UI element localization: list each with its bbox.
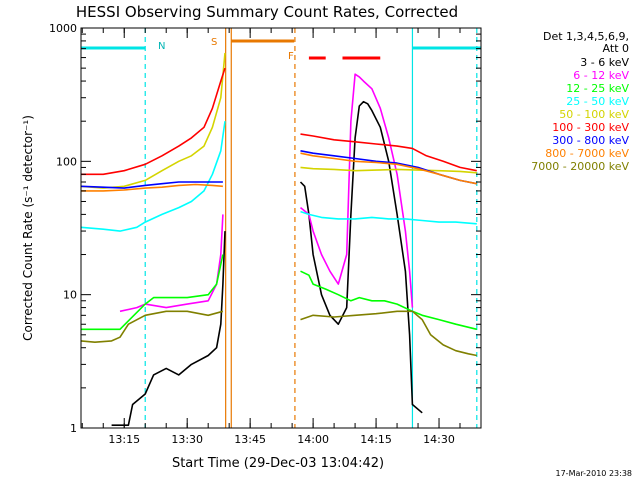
series-line-7000-20000-kev-0 <box>80 310 224 344</box>
series-line-100-300-kev-1 <box>300 133 477 172</box>
legend-label-7000-20000-kev: 7000 - 20000 keV <box>531 160 629 173</box>
status-vlines <box>144 28 478 428</box>
series-line-12-25-kev-1 <box>300 270 477 331</box>
x-tick-label-13:45: 13:45 <box>234 433 266 446</box>
series-group <box>80 52 477 427</box>
x-tick-label-14:00: 14:00 <box>297 433 329 446</box>
flag-n-label: N <box>158 41 165 52</box>
plot-frame <box>80 27 482 429</box>
series-line-50-100-kev-0 <box>80 52 226 189</box>
y-tick-label-1000: 1000 <box>49 22 77 35</box>
footer-timestamp: 17-Mar-2010 23:38 <box>556 469 633 478</box>
legend-label-3-6-kev: 3 - 6 keV <box>580 56 629 69</box>
status-bars <box>81 39 481 60</box>
series-line-50-100-kev-1 <box>300 166 477 174</box>
legend-header-line2: Att 0 <box>603 42 629 55</box>
legend-label-100-300-kev: 100 - 300 keV <box>552 121 629 134</box>
chart-title: HESSI Observing Summary Count Rates, Cor… <box>76 3 458 21</box>
x-axis-label: Start Time (29-Dec-03 13:04:42) <box>172 456 384 471</box>
legend-label-12-25-kev: 12 - 25 keV <box>566 82 629 95</box>
y-axis-label: Corrected Count Rate (s⁻¹ detector⁻¹) <box>21 115 35 341</box>
x-tick-label-13:30: 13:30 <box>171 433 203 446</box>
y-tick-label-10: 10 <box>63 289 77 302</box>
series-line-100-300-kev-0 <box>81 67 226 176</box>
series-line-25-50-kev-0 <box>80 121 226 232</box>
legend-label-6-12-kev: 6 - 12 keV <box>573 69 629 82</box>
series-line-3-6-kev-1 <box>299 100 423 414</box>
x-tick-label-14:30: 14:30 <box>423 433 455 446</box>
y-tick-label-100: 100 <box>56 155 77 168</box>
series-line-7000-20000-kev-1 <box>300 310 477 357</box>
series-line-6-12-kev-0 <box>119 214 224 313</box>
status-flags: N S F <box>158 37 294 62</box>
x-tick-label-14:15: 14:15 <box>360 433 392 446</box>
series-line-3-6-kev-0 <box>111 231 226 427</box>
series-line-800-7000-kev-0 <box>81 183 223 192</box>
series-line-12-25-kev-0 <box>81 254 224 331</box>
flag-s-label: S <box>211 37 217 48</box>
series-line-800-7000-kev-1 <box>300 152 477 185</box>
flag-f-label: F <box>288 51 294 62</box>
series-line-300-800-kev-0 <box>80 181 223 189</box>
series-line-300-800-kev-1 <box>300 150 477 185</box>
y-axis-ticks: 1 10 100 1000 <box>49 22 481 435</box>
series-line-25-50-kev-1 <box>300 210 477 225</box>
legend-label-300-800-kev: 300 - 800 keV <box>552 134 629 147</box>
legend-label-800-7000-kev: 800 - 7000 keV <box>545 147 629 160</box>
legend-label-50-100-kev: 50 - 100 keV <box>559 108 629 121</box>
x-tick-label-13:15: 13:15 <box>108 433 140 446</box>
y-tick-label-1: 1 <box>70 422 77 435</box>
series-line-6-12-kev-1 <box>299 73 414 308</box>
legend-label-25-50-kev: 25 - 50 keV <box>566 95 629 108</box>
x-axis-ticks: 13:15 13:30 13:45 14:00 14:15 14:30 <box>81 28 482 446</box>
legend-header-line1: Det 1,3,4,5,6,9, <box>543 30 629 43</box>
